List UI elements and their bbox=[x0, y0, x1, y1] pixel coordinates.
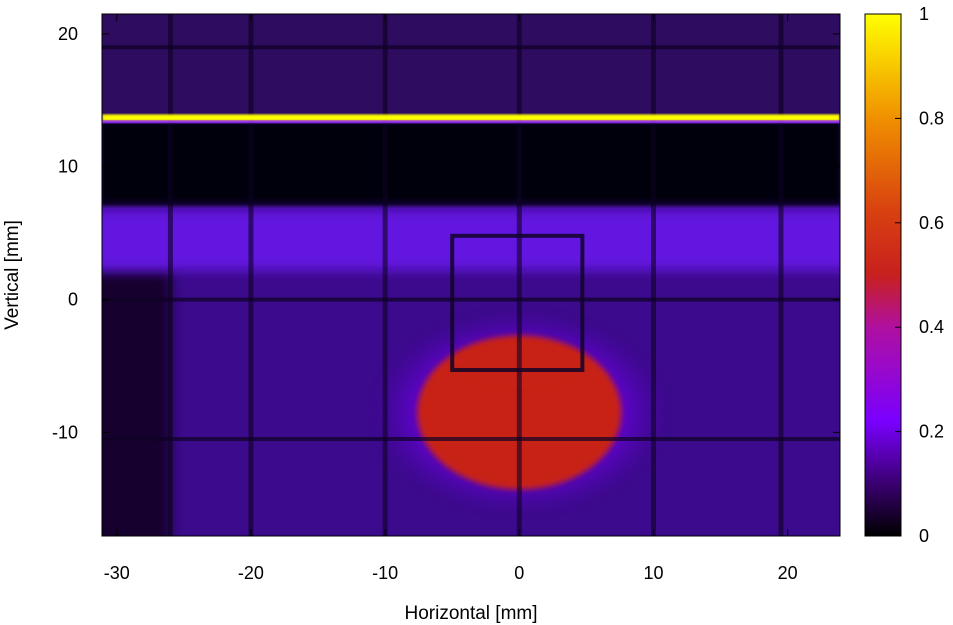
colorbar-tick-label: 0.8 bbox=[919, 108, 944, 128]
shadow-grid-lines bbox=[102, 14, 840, 536]
sample-box-outline bbox=[450, 233, 585, 372]
dark-band bbox=[102, 122, 840, 207]
upper-region bbox=[102, 14, 840, 117]
bright-band bbox=[102, 114, 840, 122]
purple-band bbox=[102, 209, 840, 271]
plot-area bbox=[102, 14, 840, 536]
plot-frame bbox=[101, 13, 841, 537]
colorbar bbox=[864, 13, 902, 537]
y-axis: -10 0 10 20 bbox=[52, 24, 840, 442]
bright-band-edge bbox=[102, 120, 840, 124]
colorbar-axis: 0 0.2 0.4 0.6 0.8 1 bbox=[895, 4, 944, 546]
y-tick-label: 10 bbox=[58, 157, 78, 177]
x-tick-label: -10 bbox=[372, 563, 398, 583]
x-tick-label: -30 bbox=[104, 563, 130, 583]
colorbar-tick-label: 0.6 bbox=[919, 213, 944, 233]
x-tick-label: -20 bbox=[238, 563, 264, 583]
colorbar-tick-label: 0.2 bbox=[919, 422, 944, 442]
x-tick-label: 10 bbox=[643, 563, 663, 583]
colorbar-tick-label: 0 bbox=[919, 526, 929, 546]
colorbar-tick-label: 1 bbox=[919, 4, 929, 24]
colorbar-tick-label: 0.4 bbox=[919, 317, 944, 337]
y-tick-label: 0 bbox=[68, 290, 78, 310]
x-axis-title: Horizontal [mm] bbox=[404, 603, 537, 624]
x-tick-label: 20 bbox=[778, 563, 798, 583]
x-tick-label: 0 bbox=[514, 563, 524, 583]
y-axis-title: Vertical [mm] bbox=[2, 220, 23, 330]
y-tick-label: -10 bbox=[52, 422, 78, 442]
left-dark-region bbox=[102, 270, 171, 536]
x-axis: -30 -20 -10 0 10 20 bbox=[104, 14, 798, 583]
y-tick-label: 20 bbox=[58, 24, 78, 44]
